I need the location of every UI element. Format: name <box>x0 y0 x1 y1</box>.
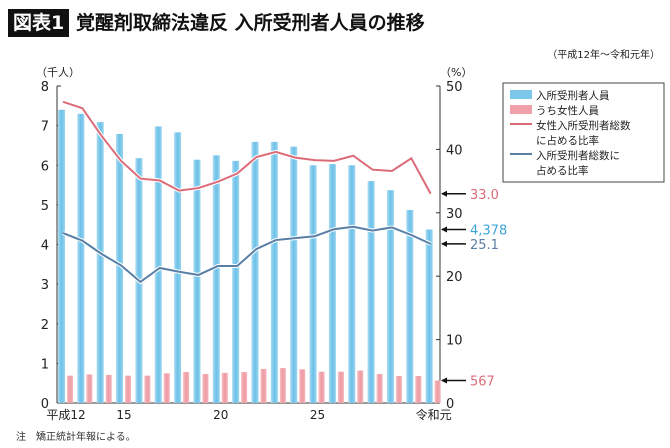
annotation-label: 33.0 <box>470 188 499 203</box>
bar-female <box>163 373 170 403</box>
line-total-ratio <box>62 225 432 284</box>
bar-total <box>58 109 65 404</box>
arrowhead-icon <box>441 377 447 384</box>
left-axis-unit: （千人） <box>36 66 80 79</box>
left-tick-label: 2 <box>41 318 49 333</box>
left-tick-label: 8 <box>41 80 49 95</box>
left-tick-label: 7 <box>41 120 49 135</box>
bar-female <box>67 375 73 403</box>
legend-label: 占める比率 <box>536 164 589 177</box>
right-tick-label: 50 <box>446 80 463 95</box>
bar-total <box>425 229 433 403</box>
bar-female <box>202 374 209 403</box>
legend-label: に占める比率 <box>536 134 599 147</box>
legend-label: 入所受刑者総数に <box>536 149 620 162</box>
right-tick-label: 0 <box>446 397 454 412</box>
x-tick-label: 25 <box>310 408 325 422</box>
right-tick-label: 40 <box>446 143 463 158</box>
x-tick-label: 15 <box>116 408 131 422</box>
bar-female <box>415 376 422 403</box>
bar-total <box>270 141 278 403</box>
bar-female <box>105 374 112 403</box>
bar-total <box>348 165 356 403</box>
bar-female <box>144 375 151 403</box>
bar-total <box>77 113 85 404</box>
period-label: （平成12年～令和元年） <box>547 50 660 61</box>
bar-female <box>279 368 286 403</box>
bar-female <box>221 372 228 403</box>
bar-total <box>116 133 124 404</box>
annotation-label: 567 <box>470 375 495 390</box>
arrowhead-icon <box>441 226 447 233</box>
arrowhead-icon <box>441 240 447 247</box>
bar-female <box>395 376 402 403</box>
right-tick-label: 20 <box>446 270 463 285</box>
legend-label: 女性入所受刑者総数 <box>536 119 631 132</box>
bar-total <box>290 146 298 403</box>
right-tick-label: 30 <box>446 207 463 222</box>
annotation-label: 25.1 <box>470 238 499 253</box>
legend-label: うち女性人員 <box>536 104 599 117</box>
bar-female <box>299 369 306 403</box>
bar-female <box>260 368 267 403</box>
figure-badge: 図表1 <box>8 9 70 37</box>
bar-total <box>251 141 259 403</box>
legend-swatch <box>510 105 532 114</box>
legend-label: 入所受刑者人員 <box>536 89 610 102</box>
bar-total <box>406 210 414 403</box>
x-tick-label: 平成12 <box>46 408 85 422</box>
bar-female <box>376 374 383 403</box>
bar-female <box>318 371 325 403</box>
arrowhead-icon <box>441 190 447 197</box>
legend-swatch <box>510 90 532 99</box>
bar-total <box>367 181 375 403</box>
bar-female <box>125 375 132 403</box>
bar-total <box>193 159 201 403</box>
bar-total <box>328 164 336 403</box>
source-note: 注 矯正統計年報による。 <box>16 432 136 443</box>
left-tick-label: 6 <box>41 159 49 174</box>
left-tick-label: 1 <box>41 357 49 372</box>
bar-total <box>96 122 104 403</box>
bar-total <box>174 132 182 403</box>
bar-female <box>337 371 344 403</box>
page-title: 覚醒剤取締法違反 入所受刑者人員の推移 <box>76 12 425 34</box>
right-tick-label: 10 <box>446 334 463 349</box>
line-female-ratio <box>62 100 432 195</box>
bar-female <box>434 380 441 403</box>
bar-female <box>241 372 248 403</box>
bar-total <box>309 165 317 403</box>
left-tick-label: 3 <box>41 278 49 293</box>
right-axis-unit: （%） <box>440 66 472 79</box>
left-tick-label: 0 <box>41 397 49 412</box>
legend <box>502 82 665 183</box>
bar-total <box>154 126 162 403</box>
bar-female <box>86 374 93 403</box>
left-tick-label: 4 <box>41 239 49 254</box>
bar-total <box>232 160 240 403</box>
x-tick-label: 20 <box>213 408 228 422</box>
bar-total <box>212 155 220 403</box>
x-tick-label: 令和元 <box>416 407 452 422</box>
bar-female <box>183 372 190 403</box>
annotation-label: 4,378 <box>470 224 507 239</box>
bar-female <box>357 370 364 403</box>
bar-total <box>386 190 394 403</box>
left-tick-label: 5 <box>41 199 49 214</box>
